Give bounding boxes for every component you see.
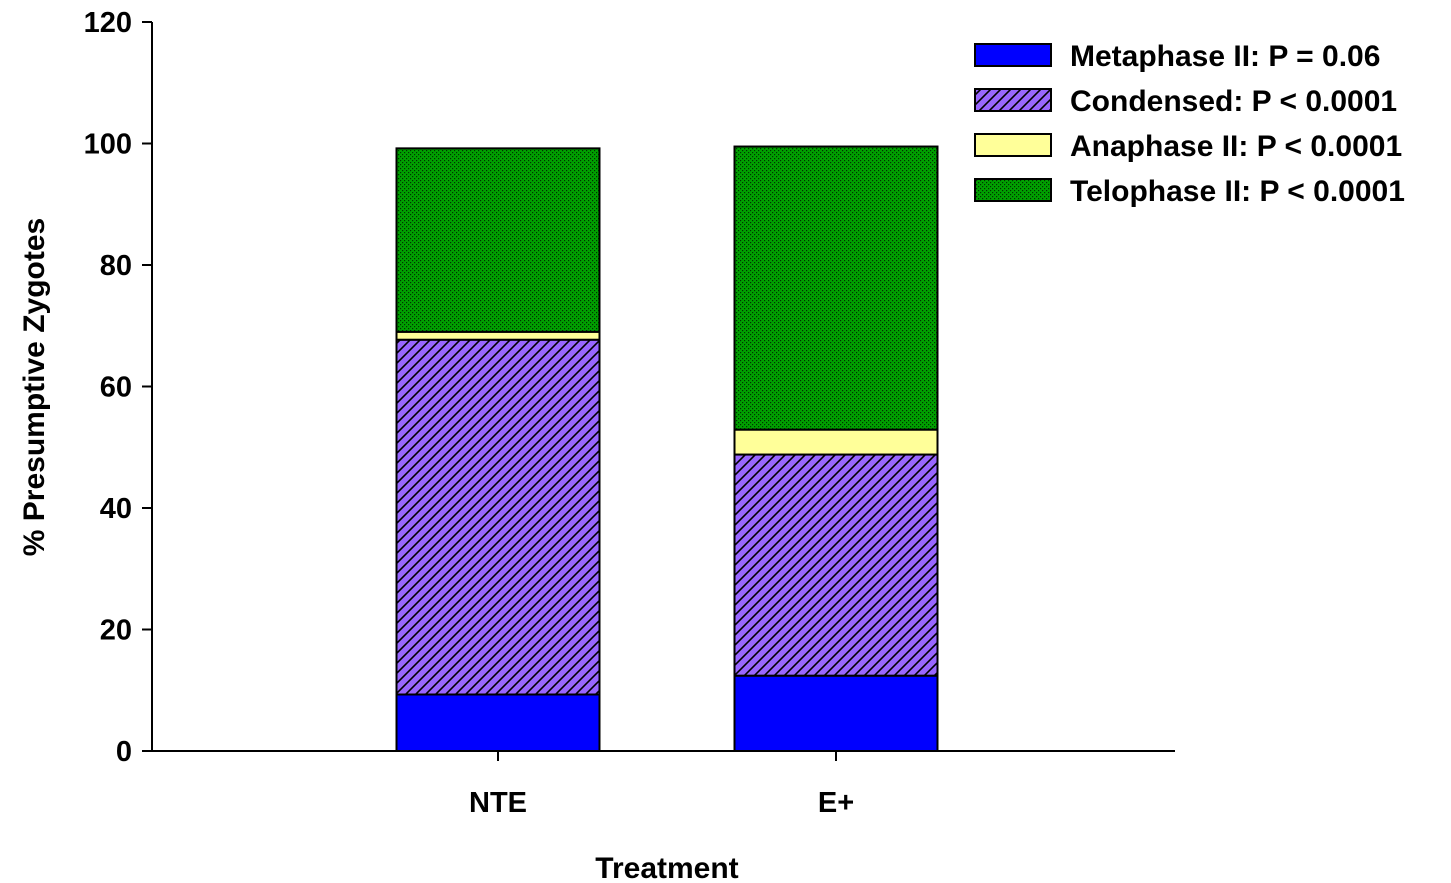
bar-segment (395, 330, 601, 341)
y-axis-ticks: 0 20 40 60 80 100 120 (84, 7, 152, 768)
y-tick-label: 20 (100, 615, 132, 647)
x-axis-ticks: NTE E+ (469, 751, 854, 819)
legend-label: Metaphase II: P = 0.06 (1070, 40, 1380, 73)
bar-segment (733, 145, 939, 431)
legend-swatch (974, 178, 1052, 202)
bar-segment (733, 453, 939, 677)
legend-label: Anaphase II: P < 0.0001 (1070, 130, 1402, 163)
bar-segment (395, 338, 601, 696)
legend-swatch (974, 43, 1052, 67)
bar-segment (733, 674, 939, 752)
y-tick-label: 60 (100, 372, 132, 404)
x-tick-label: E+ (818, 787, 854, 819)
bar-segment (395, 693, 601, 753)
x-tick-label: NTE (469, 787, 527, 819)
axes (151, 22, 1175, 752)
legend-swatch (974, 133, 1052, 157)
y-tick-label: 40 (100, 493, 132, 525)
y-axis-title: % Presumptive Zygotes (18, 218, 51, 556)
legend-label: Condensed: P < 0.0001 (1070, 85, 1397, 118)
legend-label: Telophase II: P < 0.0001 (1070, 175, 1405, 208)
y-tick-label: 120 (84, 7, 132, 39)
legend: Metaphase II: P = 0.06 Condensed: P < 0.0… (974, 40, 1405, 208)
bars-group (395, 145, 939, 753)
y-tick-label: 100 (84, 129, 132, 161)
y-tick-label: 80 (100, 250, 132, 282)
y-tick-label: 0 (116, 736, 132, 768)
legend-swatch (974, 88, 1052, 112)
x-axis-title: Treatment (595, 852, 738, 883)
bar-segment (395, 147, 601, 333)
bar-segment (733, 428, 939, 456)
